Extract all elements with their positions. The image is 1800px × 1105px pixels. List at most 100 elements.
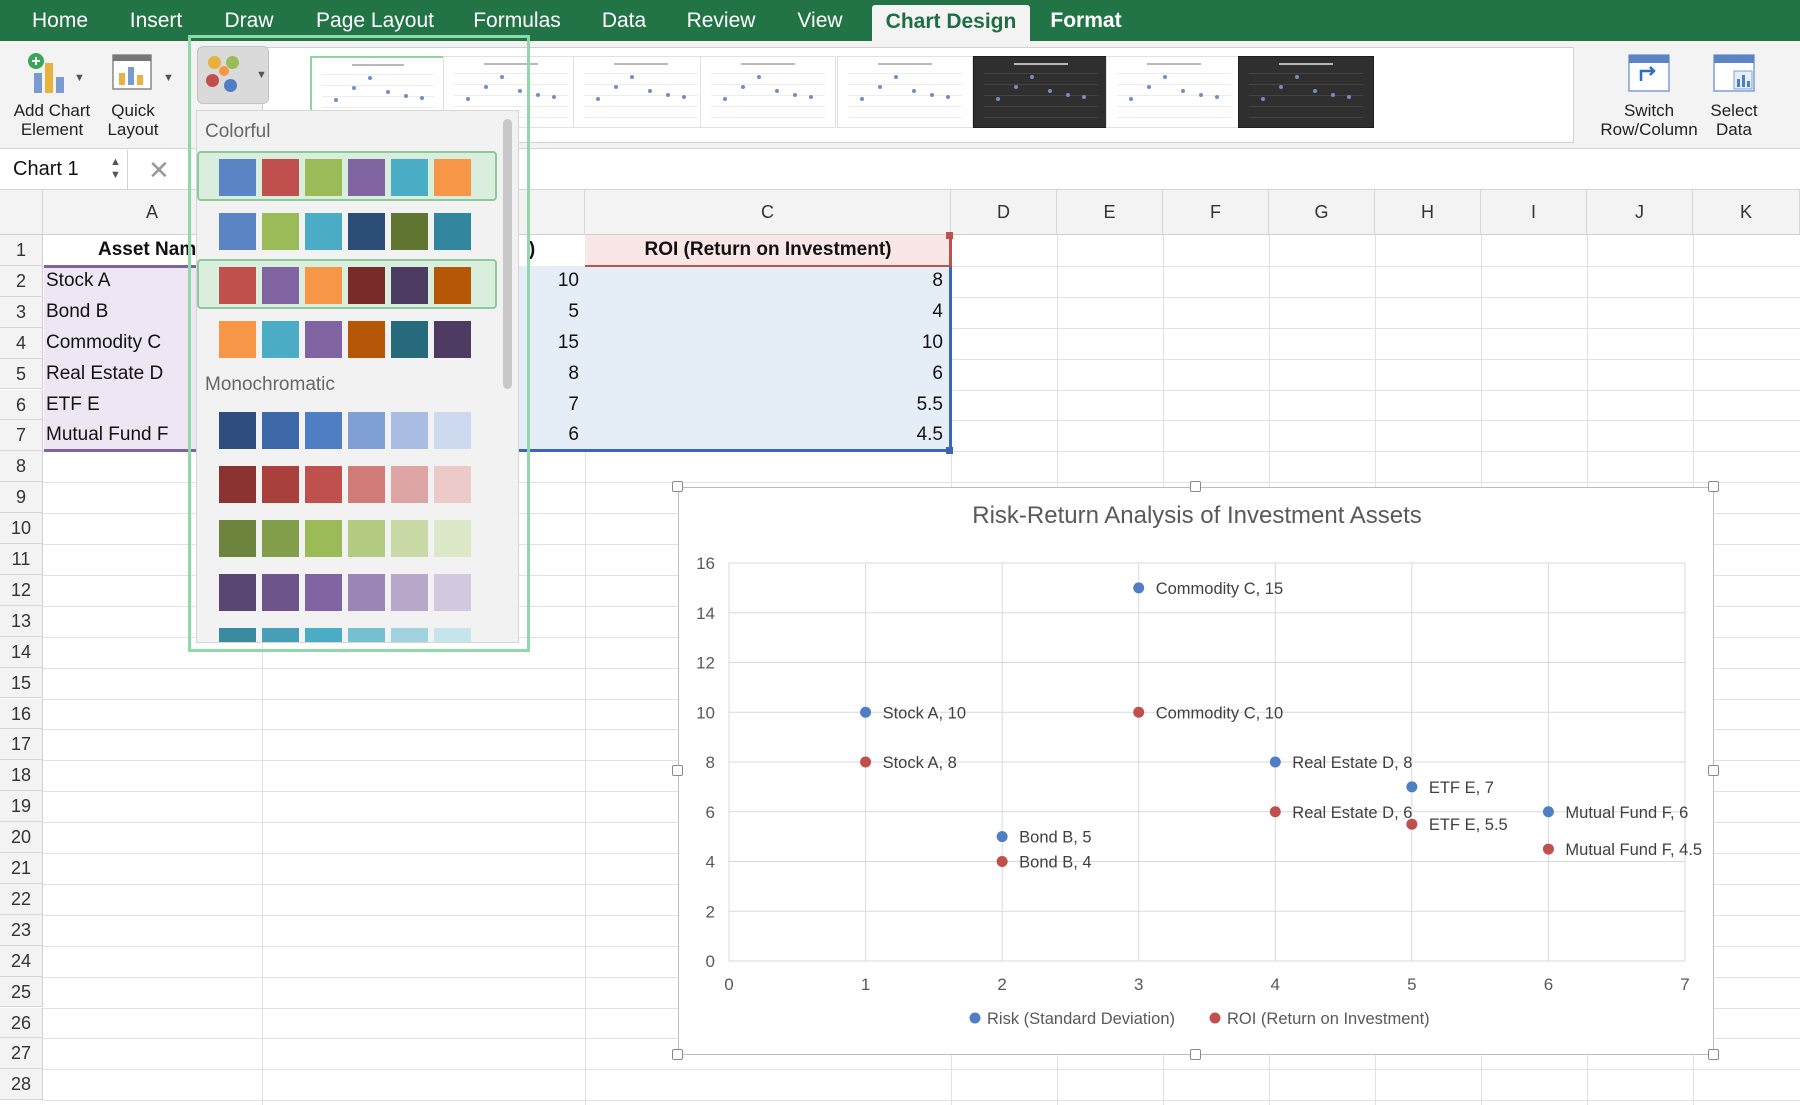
dropdown-scrollbar[interactable] [503,119,512,389]
column-header[interactable]: H [1375,190,1481,235]
row-header[interactable]: 3 [0,296,43,328]
header-cell-asset-name[interactable]: Asset Nam [98,239,197,260]
select-data-button[interactable]: Select Data [1702,51,1766,139]
tab-data[interactable]: Data [601,9,647,32]
chart-style-thumbnail[interactable] [973,56,1109,128]
cell-roi-value[interactable]: 6 [932,362,943,384]
color-scheme-option[interactable] [197,512,497,562]
chart-style-thumbnail[interactable] [837,56,973,128]
row-header[interactable]: 18 [0,760,43,792]
data-label[interactable]: Bond B, 5 [1019,829,1091,847]
chart-resize-handle[interactable] [1708,1049,1719,1060]
legend-entry[interactable]: Risk (Standard Deviation) [987,1010,1175,1028]
column-header[interactable]: G [1269,190,1375,235]
row-header[interactable]: 1 [0,235,43,266]
row-header[interactable]: 14 [0,636,43,668]
tab-chart-design[interactable]: Chart Design [872,5,1030,41]
data-point[interactable] [860,756,872,768]
column-header[interactable]: D [951,190,1057,235]
add-chart-element-button[interactable]: ▼ Add Chart Element [6,51,98,139]
chart-resize-handle[interactable] [1708,765,1719,776]
chart-resize-handle[interactable] [672,765,683,776]
data-point[interactable] [1542,843,1554,855]
cell-asset-name[interactable]: Bond B [46,300,109,322]
data-label[interactable]: Stock A, 10 [883,704,966,722]
column-header[interactable]: C [585,190,951,235]
color-scheme-option[interactable] [197,620,497,642]
cell-asset-name[interactable]: Mutual Fund F [46,424,169,446]
range-handle[interactable] [946,447,953,455]
select-all-corner[interactable] [0,190,43,235]
row-header[interactable]: 19 [0,791,43,823]
cell-risk-value[interactable]: 8 [568,362,579,384]
cell-risk-value[interactable]: 15 [557,331,579,353]
row-header[interactable]: 9 [0,482,43,514]
row-header[interactable]: 15 [0,667,43,699]
cell-roi-value[interactable]: 4 [932,300,943,322]
cell-asset-name[interactable]: Real Estate D [46,362,164,384]
data-point[interactable] [860,706,872,718]
legend-entry[interactable]: ROI (Return on Investment) [1227,1010,1430,1028]
data-point[interactable] [1269,756,1281,768]
chart-style-thumbnail[interactable] [1106,56,1242,128]
color-scheme-option[interactable] [197,566,497,616]
data-label[interactable]: ETF E, 7 [1429,779,1494,797]
cell-risk-value[interactable]: 10 [557,269,579,291]
row-header[interactable]: 13 [0,605,43,637]
chart-style-thumbnail[interactable] [573,56,709,128]
column-header[interactable]: K [1693,190,1800,235]
cell-risk-value[interactable]: 7 [568,393,579,415]
cell-roi-value[interactable]: 8 [932,269,943,291]
color-scheme-option[interactable] [197,458,497,508]
row-header[interactable]: 6 [0,389,43,421]
color-scheme-option[interactable] [197,404,497,454]
row-header[interactable]: 20 [0,822,43,853]
color-scheme-option[interactable] [197,151,497,201]
data-point[interactable] [1133,582,1145,594]
chart-title[interactable]: Risk-Return Analysis of Investment Asset… [972,502,1422,529]
cell-asset-name[interactable]: Commodity C [46,331,162,353]
row-header[interactable]: 22 [0,883,43,915]
chart-style-thumbnail[interactable] [700,56,836,128]
row-header[interactable]: 23 [0,914,43,946]
header-cell-risk[interactable]: ) [528,239,536,260]
tab-home[interactable]: Home [31,9,89,32]
switch-row-column-button[interactable]: Switch Row/Column [1598,51,1700,139]
row-header[interactable]: 25 [0,976,43,1008]
data-point[interactable] [1406,781,1418,793]
cell-roi-value[interactable]: 4.5 [916,424,943,446]
row-header[interactable]: 16 [0,698,43,730]
tab-view[interactable]: View [797,9,843,32]
data-point[interactable] [1542,806,1554,818]
data-label[interactable]: Commodity C, 15 [1156,580,1283,598]
data-label[interactable]: Mutual Fund F, 6 [1565,804,1688,822]
row-header[interactable]: 11 [0,544,43,575]
row-header[interactable]: 8 [0,451,43,483]
tab-review[interactable]: Review [686,9,756,32]
row-header[interactable]: 28 [0,1069,43,1101]
row-header[interactable]: 12 [0,574,43,606]
data-point[interactable] [996,856,1008,867]
data-label[interactable]: Real Estate D, 6 [1292,804,1412,822]
name-box-spinner-icon[interactable]: ▲ ▼ [110,156,121,181]
chart-resize-handle[interactable] [672,481,683,492]
row-header[interactable]: 10 [0,513,43,544]
tab-insert[interactable]: Insert [129,9,183,32]
quick-layout-button[interactable]: ▼ Quick Layout [100,51,174,139]
cell-roi-value[interactable]: 10 [921,331,943,353]
row-header[interactable]: 17 [0,729,43,761]
column-header[interactable]: I [1481,190,1587,235]
data-point[interactable] [996,831,1008,843]
color-scheme-option[interactable] [197,259,497,309]
row-header[interactable]: 5 [0,358,43,390]
row-header[interactable]: 4 [0,327,43,359]
header-cell-roi[interactable]: ROI (Return on Investment) [644,239,892,260]
row-header[interactable]: 27 [0,1038,43,1070]
data-point[interactable] [1269,806,1281,818]
cell-asset-name[interactable]: ETF E [46,393,100,415]
chart-resize-handle[interactable] [1190,1049,1201,1060]
data-label[interactable]: ETF E, 5.5 [1429,816,1508,834]
cell-risk-value[interactable]: 5 [568,300,579,322]
data-label[interactable]: Commodity C, 10 [1156,704,1283,722]
row-header[interactable]: 26 [0,1007,43,1039]
